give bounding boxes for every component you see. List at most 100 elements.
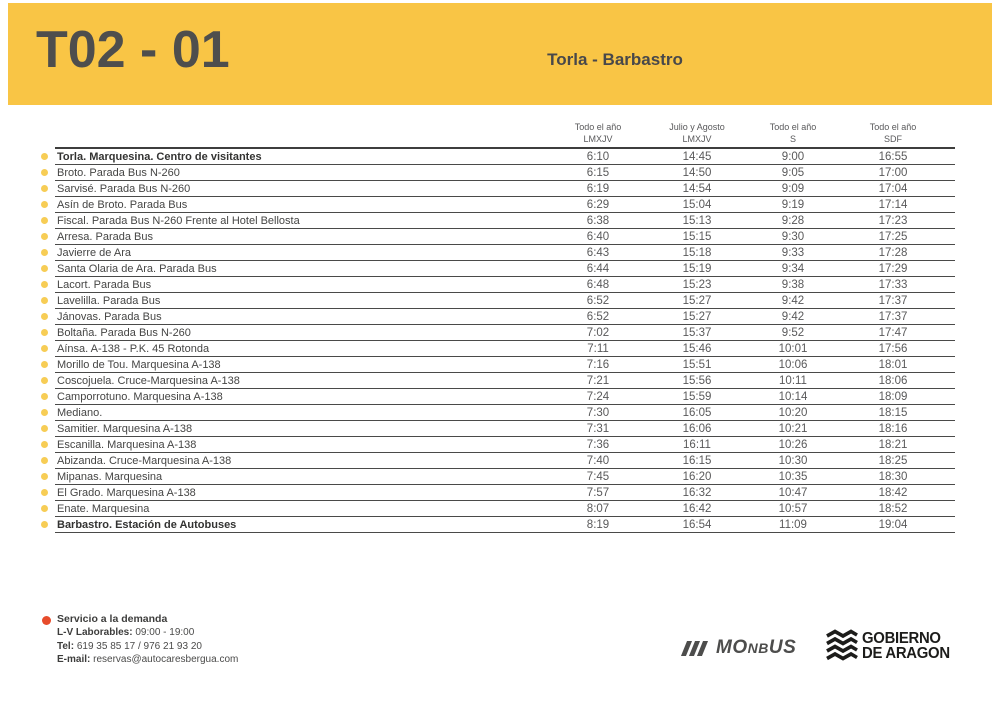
time-cell: 10:14: [778, 391, 808, 403]
aragon-logo-line2: DE ARAGON: [862, 645, 950, 662]
email-label: E-mail:: [57, 654, 91, 666]
timetable-rows: Torla. Marquesina. Centro de visitantes 6…: [41, 149, 955, 533]
table-row: Mipanas. Marquesina 7:45 16:20 10:35 18:30: [41, 469, 955, 485]
table-row: Mediano. 7:30 16:05 10:20 18:15: [41, 405, 955, 421]
time-cell: 15:59: [682, 391, 712, 403]
aragon-logo-text: GOBIERNO DE ARAGON: [862, 630, 950, 662]
stop-name: Fiscal. Parada Bus N-260 Frente al Hotel…: [57, 215, 300, 227]
demand-service-email: E-mail: reservas@autocaresbergua.com: [57, 653, 238, 666]
time-cell: 15:27: [682, 295, 712, 307]
stop-name: Barbastro. Estación de Autobuses: [57, 519, 237, 531]
stop-name: Abizanda. Cruce-Marquesina A-138: [57, 455, 232, 467]
time-cell: 18:21: [878, 439, 908, 451]
monbus-bars-icon: [680, 640, 709, 656]
time-cell: 15:04: [682, 199, 712, 211]
stop-name: Javierre de Ara: [57, 247, 131, 259]
aragon-ribbon-icon: [826, 629, 858, 661]
time-cell: 7:24: [586, 391, 610, 403]
demand-service-phone: Tel: 619 35 85 17 / 976 21 93 20: [57, 640, 238, 653]
time-cell: 14:45: [682, 151, 712, 163]
time-cell: 15:15: [682, 231, 712, 243]
time-cell: 17:25: [878, 231, 908, 243]
time-cell: 10:26: [778, 439, 808, 451]
table-row: Javierre de Ara 6:43 15:18 9:33 17:28: [41, 245, 955, 261]
time-cell: 7:30: [586, 407, 610, 419]
time-cell: 15:19: [682, 263, 712, 275]
table-row: El Grado. Marquesina A-138 7:57 16:32 10:47…: [41, 485, 955, 501]
stop-name: Aínsa. A-138 - P.K. 45 Rotonda: [57, 343, 210, 355]
table-row: Broto. Parada Bus N-260 6:15 14:50 9:05 17:0…: [41, 165, 955, 181]
time-cell: 6:52: [586, 295, 610, 307]
stop-marker-dot-icon: [41, 489, 48, 496]
time-cell: 9:05: [781, 167, 805, 179]
time-cell: 10:47: [778, 487, 808, 499]
aragon-logo-line1: GOBIERNO: [862, 630, 941, 647]
stop-name: Boltaña. Parada Bus N-260: [57, 327, 191, 339]
column-header-line2: SDF: [884, 134, 902, 144]
time-cell: 17:37: [878, 311, 908, 323]
time-cell: 15:37: [682, 327, 712, 339]
stop-marker-dot-icon: [41, 521, 48, 528]
stop-name: Camporrotuno. Marquesina A-138: [57, 391, 223, 403]
time-cell: 15:13: [682, 215, 712, 227]
time-cell: 8:19: [586, 519, 610, 531]
stop-marker-dot-icon: [41, 361, 48, 368]
time-cell: 17:37: [878, 295, 908, 307]
stop-name: Mediano.: [57, 407, 103, 419]
time-cell: 16:42: [682, 503, 712, 515]
stop-marker-dot-icon: [41, 425, 48, 432]
stop-name: El Grado. Marquesina A-138: [57, 487, 196, 499]
stop-name: Enate. Marquesina: [57, 503, 150, 515]
time-cell: 11:09: [779, 519, 807, 531]
time-cell: 16:20: [682, 471, 712, 483]
time-cell: 17:47: [878, 327, 908, 339]
time-cell: 9:09: [781, 183, 805, 195]
stop-marker-dot-icon: [41, 233, 48, 240]
time-cell: 17:04: [878, 183, 908, 195]
stop-marker-dot-icon: [41, 409, 48, 416]
stop-name: Arresa. Parada Bus: [57, 231, 153, 243]
time-cell: 6:43: [586, 247, 610, 259]
table-row: Lacort. Parada Bus 6:48 15:23 9:38 17:33: [41, 277, 955, 293]
phone-value: 619 35 85 17 / 976 21 93 20: [76, 640, 202, 652]
time-cell: 18:52: [878, 503, 908, 515]
time-cell: 15:51: [682, 359, 712, 371]
hours-label: L-V Laborables:: [57, 627, 133, 639]
time-cell: 7:11: [587, 343, 609, 355]
time-cell: 6:44: [586, 263, 610, 275]
time-cell: 7:16: [586, 359, 610, 371]
time-cell: 8:07: [586, 503, 610, 515]
time-cell: 10:06: [778, 359, 808, 371]
stop-marker-dot-icon: [41, 473, 48, 480]
time-cell: 9:30: [781, 231, 805, 243]
time-cell: 9:33: [781, 247, 805, 259]
column-header-todo-el-anio-s: Todo el año S: [743, 121, 843, 145]
time-cell: 18:30: [878, 471, 908, 483]
time-cell: 9:19: [781, 199, 805, 211]
column-header-line2: S: [789, 134, 796, 144]
route-code: T02 - 01: [36, 21, 230, 79]
stop-marker-dot-icon: [41, 169, 48, 176]
stop-marker-dot-icon: [41, 153, 48, 160]
time-cell: 6:48: [586, 279, 610, 291]
stop-marker-dot-icon: [41, 313, 48, 320]
stop-marker-dot-icon: [41, 329, 48, 336]
stop-marker-dot-icon: [41, 217, 48, 224]
stop-name: Lavelilla. Parada Bus: [57, 295, 161, 307]
table-row: Barbastro. Estación de Autobuses 8:19 16:5…: [41, 517, 955, 533]
time-cell: 10:35: [778, 471, 808, 483]
time-cell: 17:56: [878, 343, 908, 355]
header-banner: T02 - 01 Torla - Barbastro: [8, 3, 992, 105]
stop-marker-dot-icon: [41, 377, 48, 384]
table-row: Asín de Broto. Parada Bus 6:29 15:04 9:19 17…: [41, 197, 955, 213]
stop-marker-dot-icon: [41, 345, 48, 352]
stop-name: Santa Olaria de Ara. Parada Bus: [57, 263, 217, 275]
time-cell: 18:15: [878, 407, 908, 419]
monbus-logo-text: MONBUS: [716, 637, 797, 658]
demand-service-title: Servicio a la demanda: [57, 613, 168, 625]
table-row: Santa Olaria de Ara. Parada Bus 6:44 15:19…: [41, 261, 955, 277]
time-cell: 15:18: [682, 247, 712, 259]
time-cell: 10:11: [779, 375, 807, 387]
time-cell: 10:20: [778, 407, 808, 419]
stop-marker-dot-icon: [41, 457, 48, 464]
